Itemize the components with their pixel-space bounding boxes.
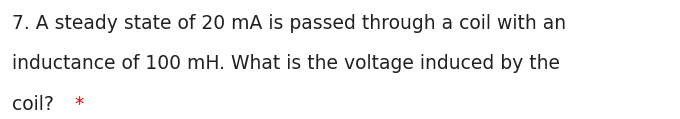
Text: 7. A steady state of 20 mA is passed through a coil with an: 7. A steady state of 20 mA is passed thr… (12, 14, 566, 33)
Text: *: * (74, 95, 83, 114)
Text: inductance of 100 mH. What is the voltage induced by the: inductance of 100 mH. What is the voltag… (12, 54, 560, 73)
Text: coil?: coil? (12, 95, 60, 114)
